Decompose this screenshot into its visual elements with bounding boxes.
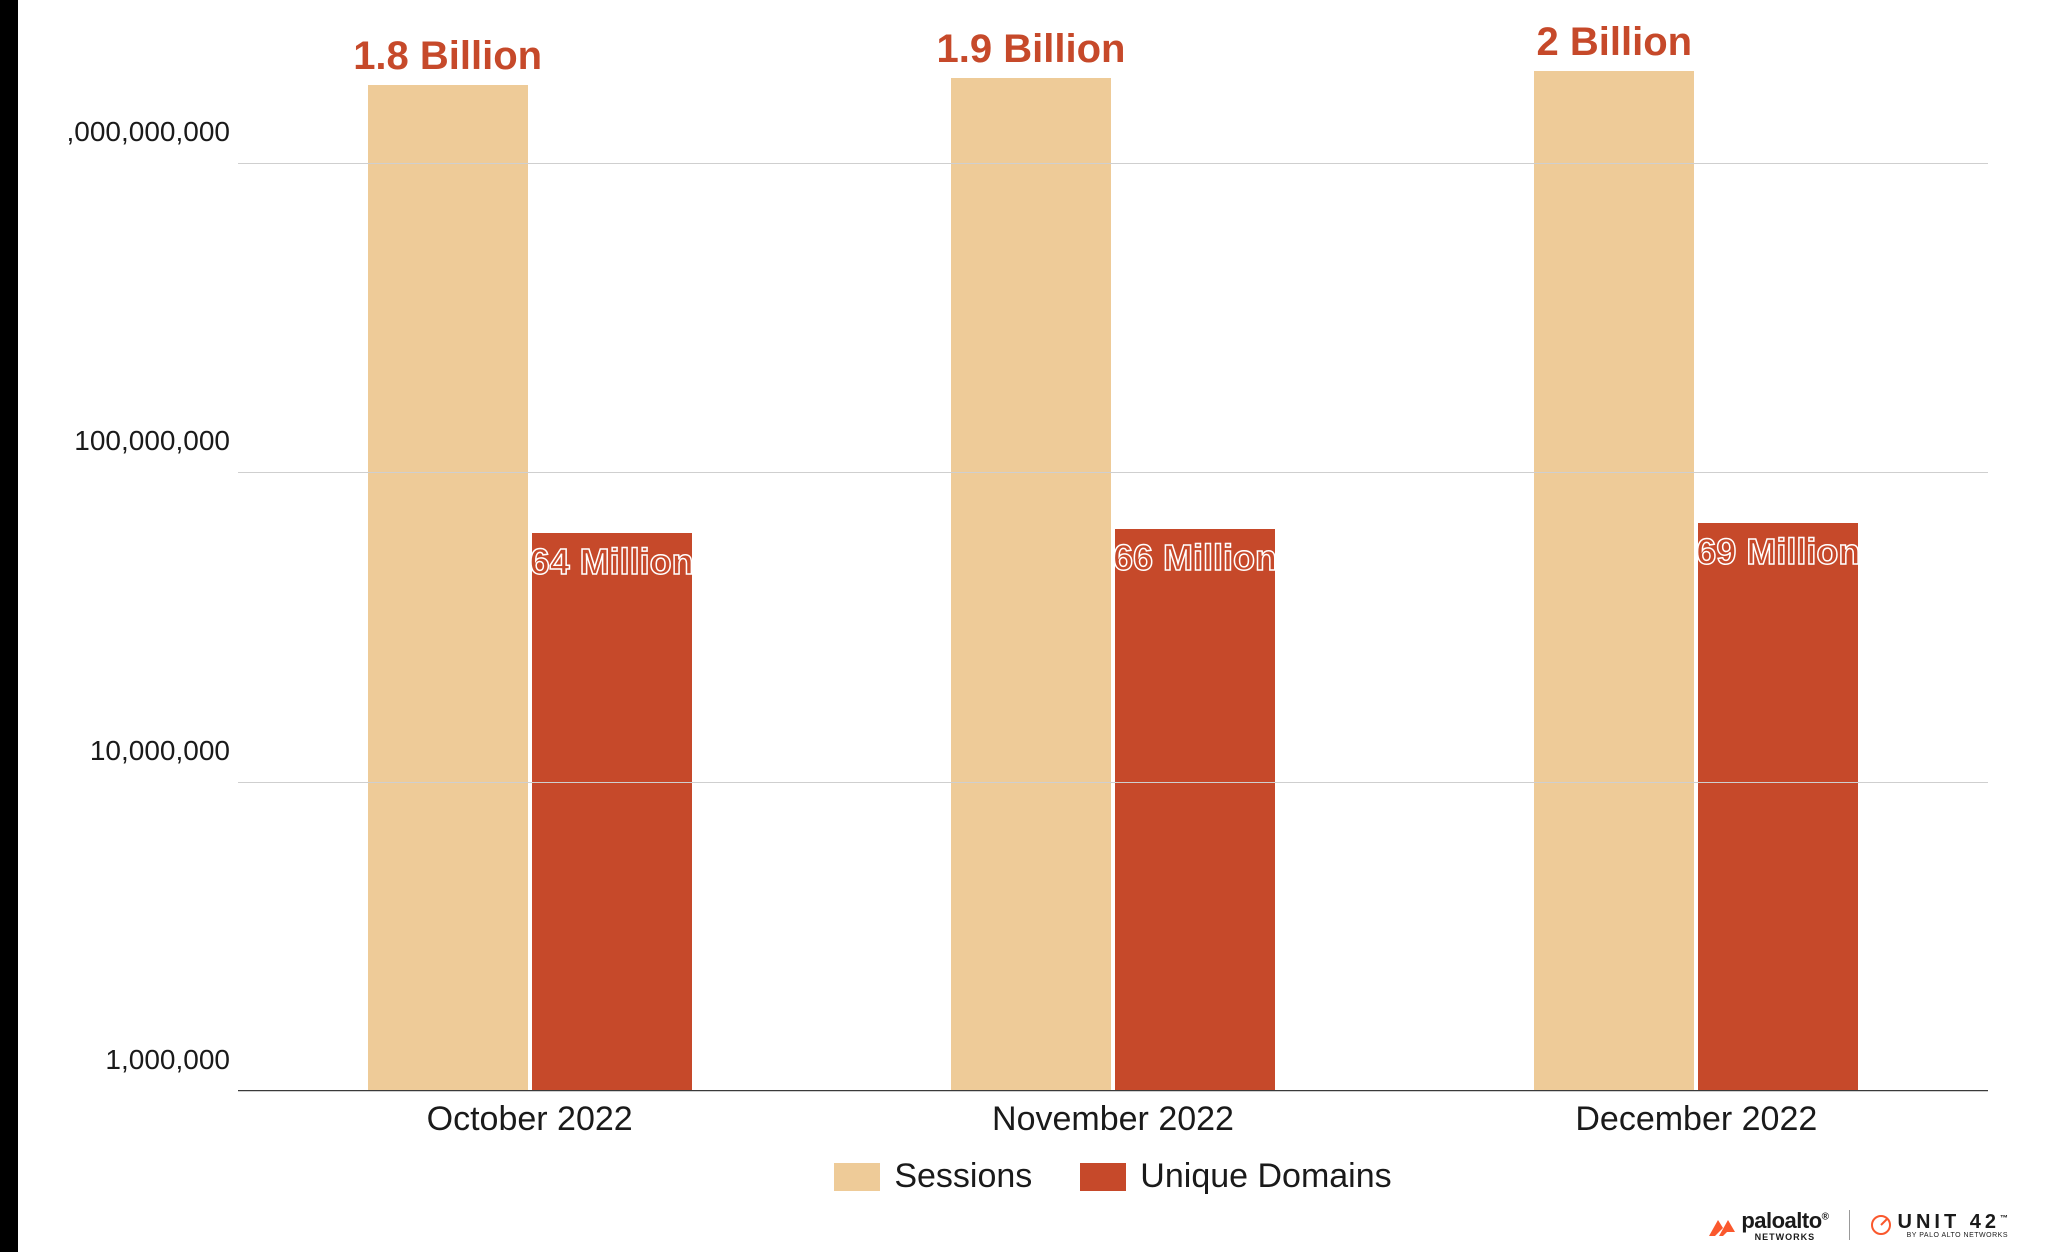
paloalto-sub: NETWORKS — [1741, 1232, 1828, 1242]
x-axis-label: October 2022 — [238, 1100, 821, 1139]
legend: Sessions Unique Domains — [238, 1157, 1988, 1196]
unit42-logo: UNIT 42™ BY PALO ALTO NETWORKS — [1870, 1211, 2008, 1239]
paloalto-logo: paloalto® NETWORKS — [1709, 1208, 1828, 1242]
bar-groups: 1.8 Billion64 Million1.9 Billion66 Milli… — [238, 40, 1988, 1092]
unit42-sub: BY PALO ALTO NETWORKS — [1898, 1232, 2008, 1239]
bar-unique-domains: 66 Million — [1115, 529, 1275, 1092]
legend-item: Sessions — [834, 1157, 1032, 1196]
x-axis-labels: October 2022November 2022December 2022 — [238, 1100, 1988, 1139]
gridline — [238, 1091, 1988, 1092]
y-tick-label: 100,000,000 — [74, 425, 230, 457]
legend-item: Unique Domains — [1080, 1157, 1391, 1196]
plot-area: 1.8 Billion64 Million1.9 Billion66 Milli… — [238, 40, 1988, 1092]
bar-value-label: 69 Million — [1628, 531, 1928, 573]
bar-value-label: 64 Million — [462, 541, 762, 583]
y-axis: 1,000,000 10,000,000 100,000,000 ,000,000,0… — [18, 40, 238, 1092]
bar-value-label: 66 Million — [1045, 537, 1345, 579]
bar-value-label: 1.9 Billion — [881, 27, 1181, 72]
bar-value-label: 2 Billion — [1464, 20, 1764, 65]
paloalto-name: paloalto — [1741, 1208, 1821, 1233]
y-tick-label: 1,000,000 — [105, 1044, 230, 1076]
y-tick-label: 10,000,000 — [90, 735, 230, 767]
legend-label: Sessions — [894, 1157, 1032, 1196]
gridline — [238, 163, 1988, 164]
gridline — [238, 472, 1988, 473]
bar-group: 1.9 Billion66 Million — [821, 40, 1404, 1092]
x-axis-label: November 2022 — [821, 1100, 1404, 1139]
bar-sessions: 1.8 Billion — [368, 85, 528, 1092]
bar-unique-domains: 69 Million — [1698, 523, 1858, 1092]
legend-swatch — [834, 1163, 880, 1191]
x-axis-label: December 2022 — [1405, 1100, 1988, 1139]
logo-divider — [1849, 1210, 1850, 1240]
bar-group: 2 Billion69 Million — [1405, 40, 1988, 1092]
bar-sessions: 2 Billion — [1534, 71, 1694, 1092]
bar-sessions: 1.9 Billion — [951, 78, 1111, 1092]
unit42-mark-icon — [1870, 1214, 1892, 1236]
bar-unique-domains: 64 Million — [532, 533, 692, 1092]
gridline — [238, 782, 1988, 783]
y-tick-label: ,000,000,000 — [67, 116, 231, 148]
legend-label: Unique Domains — [1140, 1157, 1391, 1196]
footer-logos: paloalto® NETWORKS UNIT 42™ BY PALO ALTO… — [1709, 1208, 2008, 1242]
unit42-name: UNIT 42 — [1898, 1211, 2000, 1233]
paloalto-mark-icon — [1709, 1214, 1735, 1236]
chart: 1,000,000 10,000,000 100,000,000 ,000,000,0… — [0, 40, 1988, 1092]
bar-value-label: 1.8 Billion — [298, 34, 598, 79]
legend-swatch — [1080, 1163, 1126, 1191]
bar-group: 1.8 Billion64 Million — [238, 40, 821, 1092]
